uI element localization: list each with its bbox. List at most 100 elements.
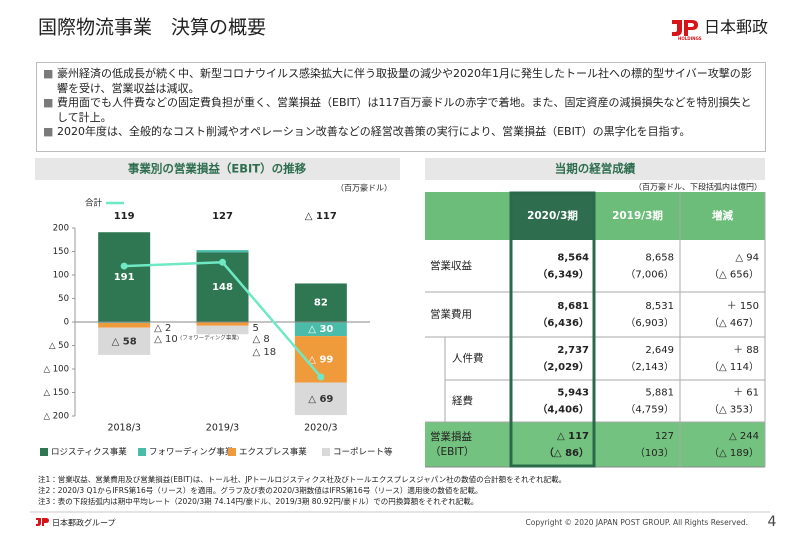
legend-label: コーポレート等 (333, 447, 393, 458)
legend-label: フォワーディング事業 (149, 447, 234, 458)
data-label: △ 8 (253, 334, 270, 345)
current-period-frame (509, 191, 596, 468)
total-point (120, 262, 128, 270)
data-label: △ 2 (154, 323, 171, 334)
table-cell: （103） (635, 447, 674, 459)
table-cell: ＋ 61 (733, 388, 759, 399)
footer-group: 日本郵政グループ (52, 518, 116, 528)
bar-segment (196, 250, 249, 253)
copyright: Copyright © 2020 JAPAN POST GROUP. All R… (526, 518, 748, 527)
bullet: 2020年度は、全般的なコスト削減やオペレーション改善などの経営改善策の実行によ… (43, 125, 759, 140)
table-cell: 5,943 (557, 388, 589, 399)
table-header (425, 158, 765, 180)
table-cell: （6,349） (537, 268, 589, 281)
bar-segment (98, 327, 151, 355)
row-label: （EBIT） (430, 446, 474, 458)
y-tick-label: 200 (53, 224, 69, 234)
chart-unit: （百万豪ドル） (336, 183, 392, 193)
table-cell: 8,658 (645, 253, 674, 264)
data-label: △ 99 (308, 354, 333, 365)
table-title: 当期の経営成績 (555, 162, 636, 176)
table-cell: （△ 86） (544, 446, 589, 459)
table-col-header: 増減 (712, 209, 733, 222)
slide-title: 国際物流事業 決算の概要 (38, 17, 266, 39)
table-cell: 127 (655, 431, 674, 442)
note: 注2：2020/3 Q1からIFRS第16号（リース）を適用。グラフ及び表の20… (38, 485, 482, 495)
table-cell: （△ 467） (709, 317, 759, 329)
table-cell: （2,029） (537, 360, 589, 373)
table-unit: （百万豪ドル、下段括弧内は億円） (634, 182, 762, 192)
table-cell: 2,649 (645, 345, 674, 356)
x-tick-label: 2019/3 (206, 423, 239, 434)
table-cell: △ 244 (729, 431, 759, 442)
chart-title: 事業別の営業損益（EBIT）の推移 (128, 162, 307, 176)
data-label: 5 (253, 323, 259, 334)
table-cell: （4,759） (625, 404, 674, 416)
table-cell: 8,681 (557, 301, 589, 312)
y-tick-label: △ 150 (44, 388, 69, 398)
table-cell: （△ 656） (709, 269, 759, 281)
data-label: 148 (212, 282, 233, 293)
bar-segment (294, 322, 347, 337)
total-label: △ 117 (305, 211, 337, 222)
logo: HOLDINGS 日本郵政 (672, 18, 768, 41)
data-label: 191 (114, 272, 135, 283)
table-cell: 5,881 (645, 388, 674, 399)
legend-swatch (40, 448, 48, 456)
table-col-header: 2019/3期 (612, 209, 663, 222)
y-tick-label: 50 (58, 294, 69, 304)
logo-text: 日本郵政 (704, 18, 768, 37)
table-cell: （7,006） (625, 269, 674, 281)
x-tick-label: 2020/3 (304, 423, 337, 434)
table-cell: （4,406） (537, 403, 589, 416)
y-tick-label: △ 50 (49, 341, 69, 351)
table-cell: ＋ 88 (733, 345, 759, 356)
note: 注3：表の下段括弧内は期中平均レート（2020/3期 74.14円/豪ドル、20… (38, 496, 478, 506)
table-cell: （2,143） (625, 361, 674, 373)
table-cell: （6,436） (537, 316, 589, 329)
bullet: 豪州経済の低成長が続く中、新型コロナウイルス感染拡大に伴う取扱量の減少や2020… (43, 67, 759, 96)
logo-sub: HOLDINGS (678, 36, 702, 41)
bar-segment (98, 232, 151, 322)
data-label: △ 18 (253, 347, 277, 358)
table-cell: （△ 353） (709, 404, 759, 416)
logo-mark (672, 20, 698, 36)
data-label: 82 (314, 298, 328, 309)
data-label: △ 10 (154, 334, 178, 345)
total-label: 119 (114, 211, 135, 222)
y-tick-label: 0 (64, 318, 69, 328)
legend-label: 合計 (85, 198, 103, 209)
y-tick-label: 100 (53, 271, 69, 281)
bar-segment (196, 325, 249, 335)
summary-box: 豪州経済の低成長が続く中、新型コロナウイルス感染拡大に伴う取扱量の減少や2020… (36, 62, 766, 152)
legend-label: ロジスティクス事業 (51, 447, 127, 458)
chart-header (35, 158, 400, 180)
page-number: 4 (768, 514, 777, 530)
row-label: 営業費用 (430, 308, 472, 321)
legend-swatch (138, 448, 146, 456)
total-point (317, 373, 325, 381)
bullet: 費用面でも人件費などの固定費負担が重く、営業損益（EBIT）は117百万豪ドルの… (43, 96, 759, 125)
legend-swatch (228, 448, 236, 456)
bar-segment (294, 283, 347, 322)
y-tick-label: △ 200 (44, 412, 69, 422)
legend-swatch (322, 448, 330, 456)
total-label: 127 (212, 211, 233, 222)
table-cell: （△ 189） (709, 447, 759, 459)
note: 注1：営業収益、営業費用及び営業損益(EBIT)は、トール社、JPトールロジステ… (38, 474, 566, 484)
table-cell: 2,737 (557, 345, 589, 356)
table-col-header: 2020/3期 (527, 209, 578, 222)
table-head-current (510, 192, 595, 240)
row-label: 人件費 (452, 352, 484, 365)
bar-segment (98, 322, 151, 328)
table-cell: 8,531 (645, 301, 674, 312)
data-label: △ 30 (308, 324, 333, 335)
table-cell: △ 94 (735, 253, 759, 264)
y-tick-label: △ 100 (44, 365, 69, 375)
table-cell: （△ 114） (709, 361, 759, 373)
bar-segment (196, 322, 249, 326)
table-cell: ＋ 150 (727, 301, 759, 312)
bar-segment (294, 382, 347, 416)
